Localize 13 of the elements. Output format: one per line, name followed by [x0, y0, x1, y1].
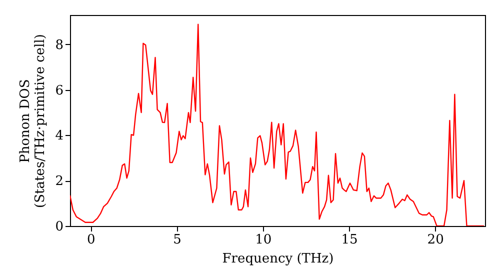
y-tick-label: 8	[55, 38, 64, 53]
y-axis-title: Phonon DOS (States/THz·primitive cell)	[18, 34, 48, 208]
y-tick-label: 4	[55, 128, 64, 144]
x-tick-label: 10	[255, 232, 272, 248]
y-tick-label: 0	[55, 220, 64, 234]
line-series	[70, 24, 485, 226]
y-tick-label: 2	[55, 174, 64, 190]
x-tick-label: 20	[427, 232, 444, 248]
x-tick-label: 5	[173, 232, 182, 248]
x-tick-label: 0	[87, 232, 96, 248]
x-axis-title: Frequency (THz)	[222, 252, 334, 266]
y-tick-label: 6	[55, 83, 64, 98]
x-tick-label: 15	[341, 232, 358, 248]
